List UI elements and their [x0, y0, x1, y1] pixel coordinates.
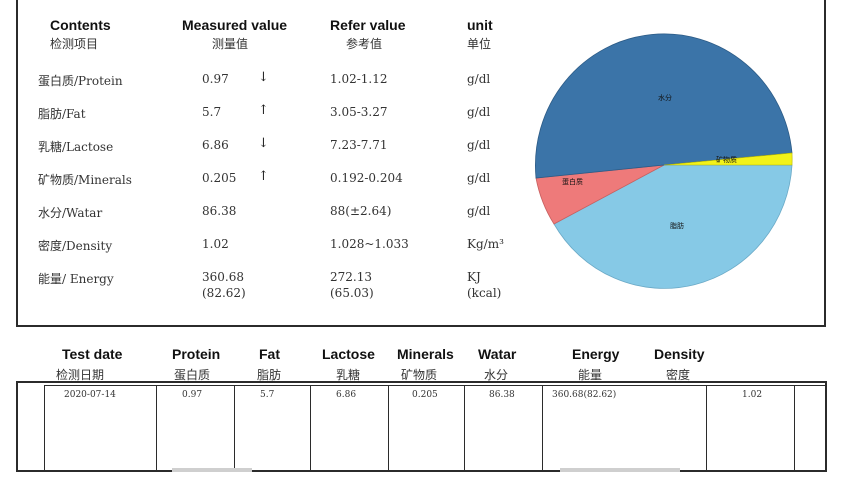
table-cell-energy: 360.68(82.62): [552, 390, 617, 400]
row-unit: g/dl: [467, 72, 491, 86]
unit-header: unit: [467, 17, 493, 33]
row-name: 水分/Watar: [38, 206, 103, 220]
measured-header-cn: 测量值: [212, 37, 249, 51]
pie-label-water: 水分: [658, 93, 672, 102]
col-header-density-cn: 密度: [666, 368, 691, 382]
table-divider: [542, 385, 543, 472]
row-measured: 1.02: [202, 237, 229, 251]
col-header-energy: Energy: [572, 346, 620, 362]
pie-label-protein: 蛋白质: [562, 177, 583, 186]
col-header-test-date-cn: 检测日期: [56, 368, 105, 382]
col-header-lactose: Lactose: [322, 346, 375, 362]
pie-svg: 水分 矿物质 蛋白质 脂肪: [535, 33, 793, 289]
col-header-watar: Watar: [478, 346, 517, 362]
table-divider: [706, 385, 707, 472]
col-header-density: Density: [654, 346, 705, 362]
row-measured: 5.7: [202, 105, 222, 119]
down-arrow-icon: ↓: [258, 70, 269, 85]
row-refer: 0.192-0.204: [330, 171, 403, 185]
energy-name: 能量/ Energy: [38, 272, 114, 286]
table-cell-test-date: 2020-07-14: [64, 390, 116, 400]
table-divider: [794, 385, 795, 472]
energy-unit-kj: KJ: [467, 270, 481, 284]
measured-header: Measured value: [182, 17, 288, 33]
col-header-test-date: Test date: [62, 346, 123, 362]
col-header-minerals-cn: 矿物质: [401, 368, 438, 382]
row-measured: 6.86: [202, 138, 229, 152]
row-refer: 1.02-1.12: [330, 72, 388, 86]
row-refer: 3.05-3.27: [330, 105, 388, 119]
unit-header-cn: 单位: [467, 37, 492, 51]
summary-table-grid: [44, 385, 826, 472]
energy-measured-kj: 360.68: [202, 270, 244, 284]
table-divider: [310, 385, 311, 472]
col-header-watar-cn: 水分: [484, 368, 509, 382]
row-measured: 0.205: [202, 171, 237, 185]
col-header-lactose-cn: 乳糖: [336, 368, 361, 382]
pie-slice-minerals: [663, 152, 793, 166]
energy-measured-kcal: (82.62): [202, 286, 246, 300]
pie-label-fat: 脂肪: [670, 221, 684, 230]
report-frame: [16, 0, 826, 327]
col-header-fat: Fat: [259, 346, 280, 362]
faded-text-line: [560, 468, 680, 472]
row-unit: g/dl: [467, 204, 491, 218]
col-header-fat-cn: 脂肪: [257, 368, 282, 382]
energy-refer-kj: 272.13: [330, 270, 372, 284]
row-refer: 7.23-7.71: [330, 138, 388, 152]
refer-header-cn: 参考值: [346, 37, 383, 51]
table-divider: [464, 385, 465, 472]
pie-slice-water: [535, 33, 793, 179]
table-cell-minerals: 0.205: [412, 390, 438, 400]
row-unit: g/dl: [467, 105, 491, 119]
row-name: 脂肪/Fat: [38, 107, 86, 121]
table-divider: [234, 385, 235, 472]
row-name: 乳糖/Lactose: [38, 140, 114, 154]
table-cell-lactose: 6.86: [336, 390, 357, 400]
energy-refer-kcal: (65.03): [330, 286, 374, 300]
table-cell-protein: 0.97: [182, 390, 203, 400]
table-cell-fat: 5.7: [260, 390, 275, 400]
up-arrow-icon: ↑: [258, 103, 269, 118]
pie-slice-fat: [553, 164, 793, 289]
col-header-minerals: Minerals: [397, 346, 454, 362]
row-refer: 1.028~1.033: [330, 237, 409, 251]
contents-header-cn: 检测项目: [50, 37, 99, 51]
col-header-protein: Protein: [172, 346, 221, 362]
row-name: 密度/Density: [38, 239, 113, 253]
pie-label-minerals: 矿物质: [716, 155, 737, 164]
row-measured: 86.38: [202, 204, 237, 218]
table-divider: [156, 385, 157, 472]
down-arrow-icon: ↓: [258, 136, 269, 151]
row-unit: g/dl: [467, 171, 491, 185]
table-cell-density: 1.02: [742, 390, 763, 400]
row-unit: Kg/m³: [467, 237, 504, 251]
table-divider: [388, 385, 389, 472]
contents-header: Contents: [50, 17, 111, 33]
row-measured: 0.97: [202, 72, 229, 86]
col-header-energy-cn: 能量: [578, 368, 603, 382]
row-unit: g/dl: [467, 138, 491, 152]
composition-pie-chart: 水分 矿物质 蛋白质 脂肪: [534, 22, 794, 302]
row-refer: 88(±2.64): [330, 204, 392, 218]
col-header-protein-cn: 蛋白质: [174, 368, 211, 382]
refer-header: Refer value: [330, 17, 406, 33]
table-cell-watar: 86.38: [489, 390, 515, 400]
energy-unit-kcal: (kcal): [467, 286, 502, 300]
up-arrow-icon: ↑: [258, 169, 269, 184]
row-name: 蛋白质/Protein: [38, 74, 123, 88]
faded-text-line: [172, 468, 252, 472]
row-name: 矿物质/Minerals: [38, 173, 132, 187]
